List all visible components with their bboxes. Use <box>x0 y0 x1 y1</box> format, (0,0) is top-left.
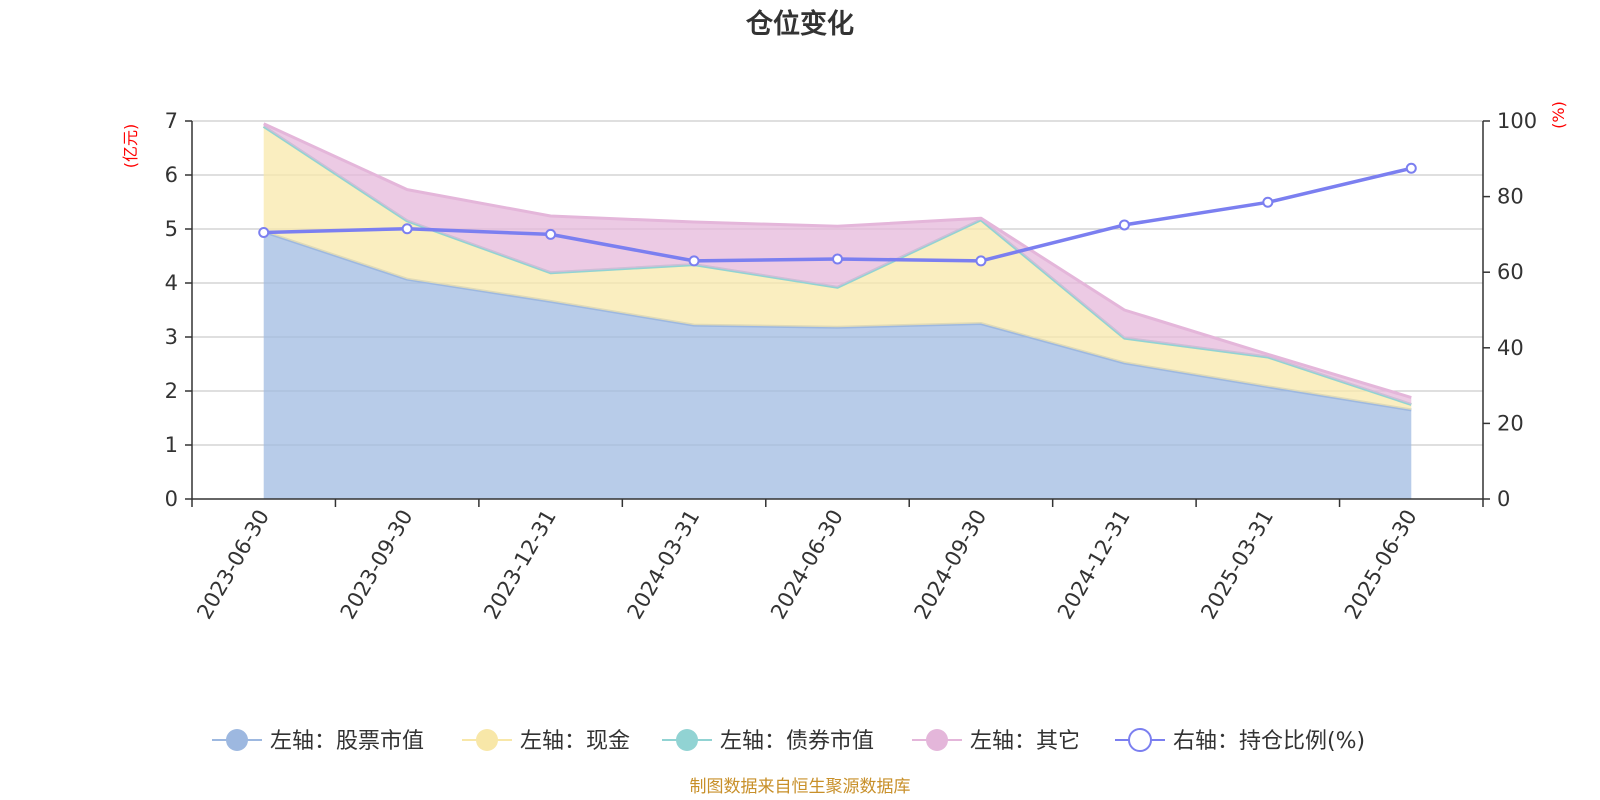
left-tick-label: 5 <box>165 217 178 241</box>
stacked-areas <box>262 122 1412 499</box>
x-tick-label: 2023-06-30 <box>192 506 274 624</box>
x-tick-label: 2025-06-30 <box>1340 506 1422 624</box>
x-tick-label: 2025-03-31 <box>1196 506 1278 624</box>
area-stock <box>263 231 1412 499</box>
right-axis-unit: (%) <box>1549 101 1568 129</box>
legend-label-other: 左轴：其它 <box>970 729 1080 754</box>
left-tick-label: 7 <box>165 109 178 133</box>
x-tick-label: 2023-12-31 <box>479 506 561 624</box>
area-edge-other <box>263 122 1412 399</box>
ratio-point <box>975 255 987 267</box>
legend-marker-other <box>926 729 948 751</box>
x-tick-label: 2023-09-30 <box>336 505 418 623</box>
legend-label-ratio: 右轴：持仓比例(%) <box>1173 729 1365 754</box>
left-tick-label: 2 <box>165 379 178 403</box>
x-tick-label: 2024-06-30 <box>766 506 848 624</box>
ratio-point <box>1405 162 1417 174</box>
ratio-line <box>258 162 1417 267</box>
legend-marker-cash <box>476 729 498 751</box>
legend-marker-stock <box>226 729 248 751</box>
ratio-point <box>545 228 557 240</box>
x-tick-label: 2024-09-30 <box>909 506 991 624</box>
chart-title: 仓位变化 <box>745 8 854 40</box>
x-tick-label: 2024-03-31 <box>623 506 705 624</box>
left-tick-label: 1 <box>165 433 178 457</box>
legend: 左轴：股票市值 左轴：现金 左轴：债券市值 左轴：其它 右轴：持仓比例(%) <box>212 728 1365 754</box>
right-tick-label: 40 <box>1497 336 1524 360</box>
ratio-point <box>688 255 700 267</box>
legend-label-bond: 左轴：债券市值 <box>720 729 874 754</box>
left-tick-label: 3 <box>165 325 178 349</box>
source-note: 制图数据来自恒生聚源数据库 <box>690 777 911 797</box>
legend-label-cash: 左轴：现金 <box>520 729 630 754</box>
left-tick-label: 6 <box>165 163 178 187</box>
x-tick-label: 2024-12-31 <box>1053 506 1135 624</box>
right-tick-label: 100 <box>1497 109 1537 133</box>
legend-marker-bond <box>676 729 698 751</box>
left-axis-unit: (亿元) <box>121 124 140 169</box>
ratio-point <box>258 227 270 239</box>
ratio-point <box>1118 219 1130 231</box>
ratio-point <box>1262 196 1274 208</box>
left-tick-label: 4 <box>165 271 178 295</box>
legend-label-stock: 左轴：股票市值 <box>270 729 424 754</box>
legend-marker-ratio <box>1128 728 1152 752</box>
right-tick-label: 60 <box>1497 260 1524 284</box>
right-tick-label: 80 <box>1497 185 1524 209</box>
left-tick-label: 0 <box>165 487 178 511</box>
ratio-point <box>832 253 843 265</box>
right-tick-label: 0 <box>1497 487 1510 511</box>
right-tick-label: 20 <box>1497 411 1524 435</box>
ratio-point <box>401 223 413 235</box>
